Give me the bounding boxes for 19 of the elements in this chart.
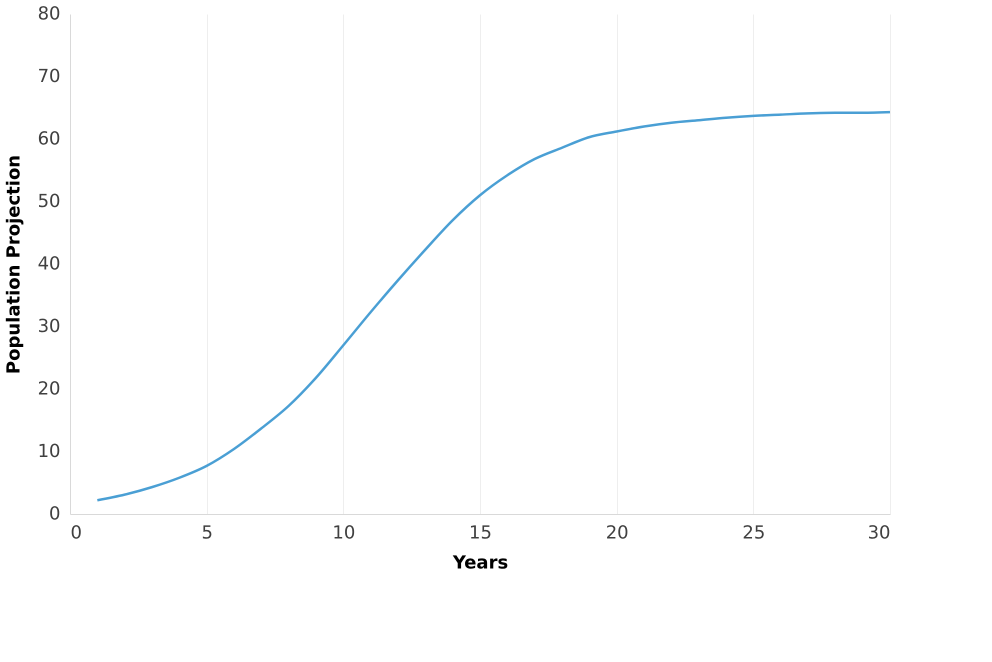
y-tick-label: 80	[38, 4, 60, 24]
line-series	[96, 110, 892, 502]
y-tick-label: 70	[38, 66, 60, 87]
x-tick-label: 30	[868, 522, 890, 544]
x-axis-title: Years	[452, 552, 508, 574]
x-tick-label: 20	[606, 522, 629, 544]
y-tick-label: 60	[38, 128, 60, 150]
x-tick-label: 10	[332, 522, 356, 544]
x-tick-label: 0	[70, 522, 82, 544]
y-tick-label: 20	[38, 378, 60, 400]
x-tick-label: 25	[742, 522, 766, 544]
y-tick-label: 30	[38, 316, 60, 337]
x-tick-label: 5	[201, 522, 213, 544]
y-tick-label: 40	[38, 254, 60, 274]
y-tick-label: 10	[38, 441, 60, 462]
y-tick-label: 0	[49, 504, 60, 524]
y-tick-label: 50	[38, 191, 60, 212]
y-axis-title: Population Projection	[4, 154, 25, 374]
x-tick-label: 15	[469, 522, 492, 544]
